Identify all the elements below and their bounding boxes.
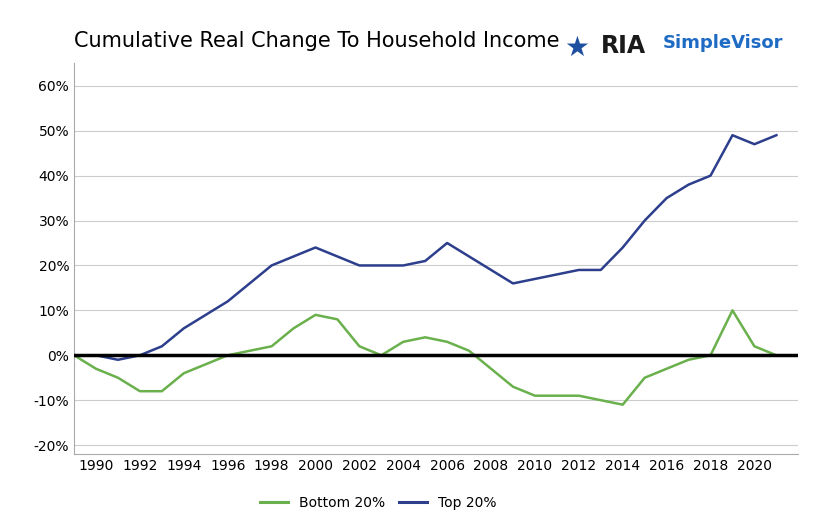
Text: SimpleVisor: SimpleVisor (663, 34, 783, 52)
Text: RIA: RIA (601, 34, 646, 58)
Text: Cumulative Real Change To Household Income: Cumulative Real Change To Household Inco… (74, 31, 560, 51)
Legend: Bottom 20%, Top 20%: Bottom 20%, Top 20% (254, 491, 502, 515)
Text: ★: ★ (564, 34, 588, 62)
